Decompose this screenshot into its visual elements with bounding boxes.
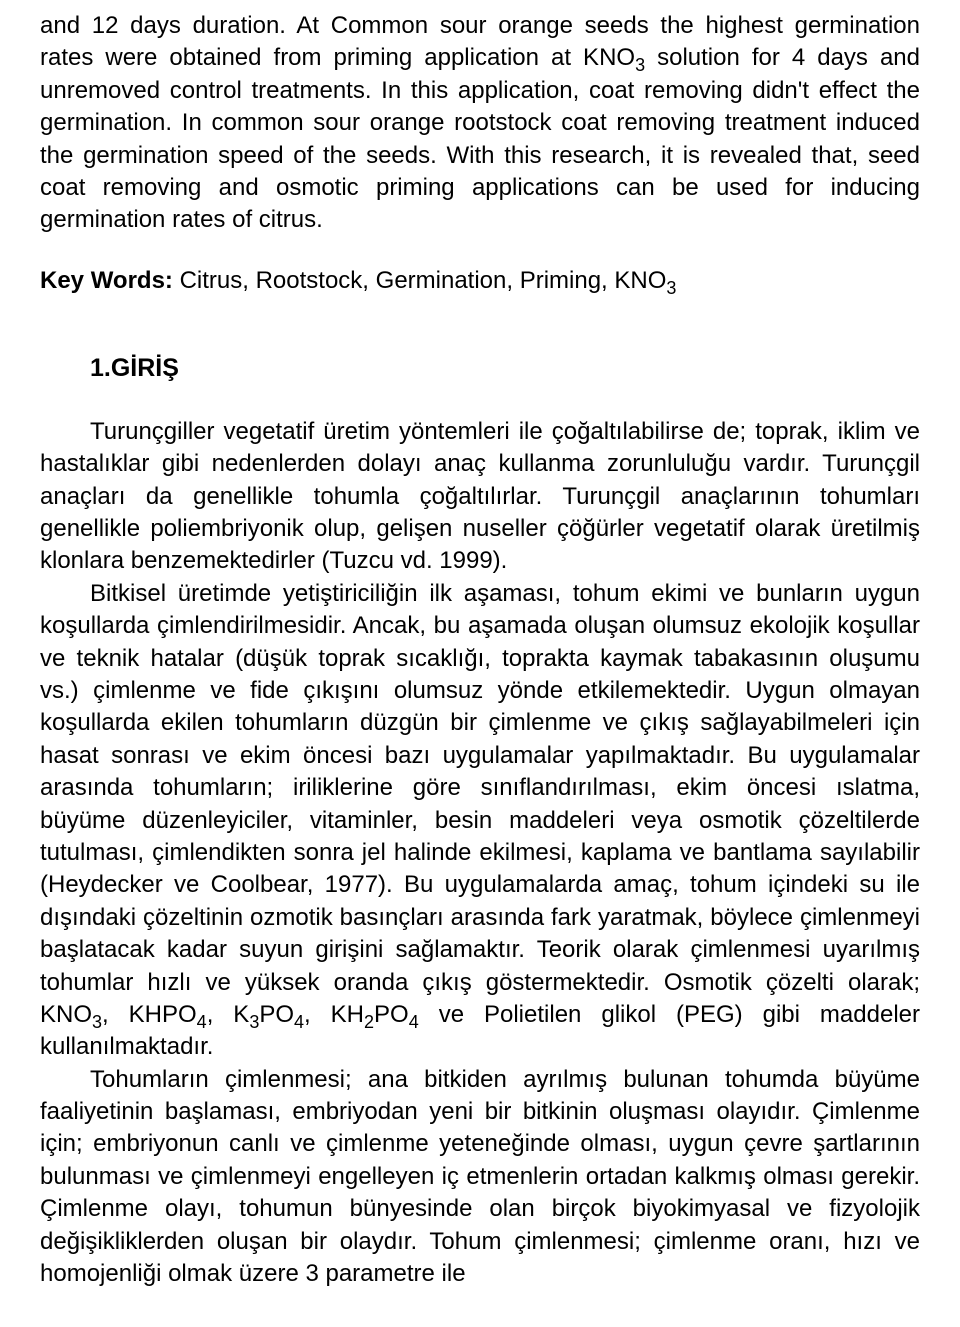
p2-s6: 4 [409, 1012, 419, 1032]
p2-t2: , K [207, 1001, 250, 1028]
paragraph-2: Bitkisel üretimde yetiştiriciliğin ilk a… [40, 578, 920, 1064]
p2-t5: PO [374, 1001, 409, 1028]
abstract-part2: solution for 4 days and unremoved contro… [40, 44, 920, 233]
keywords-text: Citrus, Rootstock, Germination, Priming,… [173, 267, 666, 294]
p2-t3: PO [259, 1001, 294, 1028]
p2-s5: 2 [364, 1012, 374, 1032]
p2-s2: 4 [197, 1012, 207, 1032]
abstract-text: and 12 days duration. At Common sour ora… [40, 10, 920, 237]
p2-t4: , KH [304, 1001, 364, 1028]
abstract-sub1: 3 [635, 55, 645, 75]
p2-s4: 4 [294, 1012, 304, 1032]
p2-t1: , KHPO [102, 1001, 197, 1028]
keywords-sub: 3 [666, 278, 676, 298]
p2-s1: 3 [92, 1012, 102, 1032]
p2-s3: 3 [249, 1012, 259, 1032]
paragraph-3: Tohumların çimlenmesi; ana bitkiden ayrı… [40, 1064, 920, 1291]
p2-t0: Bitkisel üretimde yetiştiriciliğin ilk a… [40, 580, 920, 1028]
paragraph-1: Turunçgiller vegetatif üretim yöntemleri… [40, 416, 920, 578]
keywords-line: Key Words: Citrus, Rootstock, Germinatio… [40, 265, 920, 297]
section-heading: 1.GİRİŞ [90, 352, 920, 386]
keywords-label: Key Words: [40, 267, 173, 294]
